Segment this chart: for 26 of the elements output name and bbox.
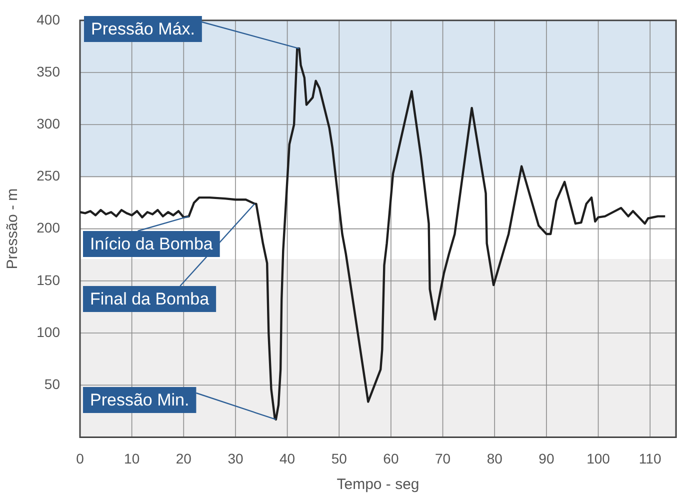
y-tick-label: 300 <box>36 115 60 132</box>
x-tick-label: 80 <box>486 450 503 466</box>
y-tick-label: 250 <box>36 168 60 184</box>
y-tick-label: 350 <box>36 63 60 80</box>
x-tick-label: 110 <box>638 450 662 466</box>
y-tick-label: 100 <box>36 324 60 340</box>
y-axis-title: Pressão - m <box>4 188 22 270</box>
y-tick-label: 200 <box>36 220 60 236</box>
x-tick-label: 90 <box>538 450 554 466</box>
annotation: Final da Bomba <box>90 290 210 309</box>
x-tick-label: 50 <box>331 450 348 466</box>
x-tick-label: 20 <box>176 450 192 466</box>
x-tick-label: 60 <box>383 450 399 466</box>
y-tick-label: 150 <box>36 272 60 288</box>
x-tick-label: 10 <box>124 450 140 466</box>
x-tick-label: 40 <box>280 450 296 466</box>
x-axis-title: Tempo - seg <box>336 476 420 494</box>
annotation: Pressão Min. <box>90 390 190 410</box>
annotation: Pressão Máx. <box>91 20 195 39</box>
y-tick-label: 50 <box>44 376 60 392</box>
x-tick-label: 30 <box>228 450 244 466</box>
x-tick-label: 70 <box>434 450 451 466</box>
annotation: Início da Bomba <box>90 234 214 254</box>
x-tick-label: 100 <box>586 450 610 466</box>
y-tick-label: 400 <box>36 11 60 28</box>
x-tick-label: 0 <box>76 450 84 466</box>
